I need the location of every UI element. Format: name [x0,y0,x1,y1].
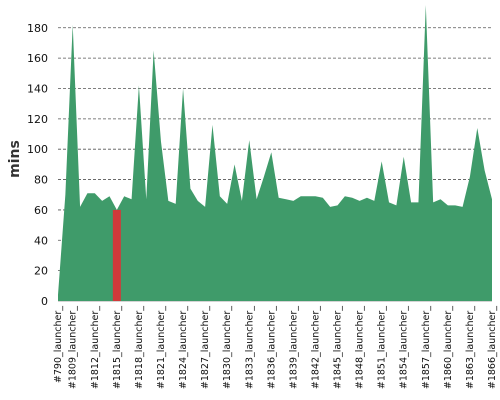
x-tick-label: #1809_launcher_ [68,306,79,389]
x-tick-label: #1815_launcher_ [112,306,123,389]
x-tick-label: #1827_launcher_ [200,306,211,389]
y-tick-label: 180 [27,22,48,35]
x-tick-label: #1842_launcher_ [310,306,321,389]
x-tick-label: #1839_launcher_ [288,306,299,389]
x-tick-label: #1830_launcher_ [222,306,233,389]
x-tick-label: #1848_launcher_ [355,306,366,389]
highlight-layer [112,209,121,301]
y-tick-label: 0 [41,295,48,308]
x-tick-label: #1824_launcher_ [178,306,189,389]
y-tick-label: 160 [27,52,48,65]
x-tick-label: #1845_launcher_ [333,306,344,389]
highlight-bar [112,209,121,301]
y-tick-label: 80 [34,174,48,187]
y-tick-label: 40 [34,234,48,247]
x-tick-label: #1833_launcher_ [244,306,255,389]
x-tick-label: #1818_launcher_ [134,306,145,389]
y-tick-label: 100 [27,143,48,156]
x-tick-label: #1821_launcher_ [156,306,167,389]
x-tick-label: #1812_launcher_ [90,306,101,389]
x-tick-label: #1854_launcher_ [399,306,410,389]
x-tick-label: #1851_launcher_ [377,306,388,389]
x-tick-label: #790_launcher_ [53,306,64,383]
y-tick-label: 120 [27,113,48,126]
y-axis-title: mins [7,140,23,178]
x-tick-label: #1866_launcher_ [487,306,498,389]
x-tick-label: #1836_launcher_ [266,306,277,389]
y-tick-label: 20 [34,265,48,278]
area-fill [58,5,492,301]
y-tick-label: 60 [34,204,48,217]
area-series [57,4,493,301]
y-axis-ticks: 0 20 40 60 80 100 120 140 160 180 [27,22,48,308]
x-axis-ticks: #790_launcher_ #1809_launcher_ #1812_launc… [53,306,498,389]
x-tick-label: #1857_launcher_ [421,306,432,389]
x-tick-label: #1860_launcher_ [443,306,454,389]
x-tick-label: #1863_launcher_ [465,306,476,389]
y-tick-label: 140 [27,82,48,95]
